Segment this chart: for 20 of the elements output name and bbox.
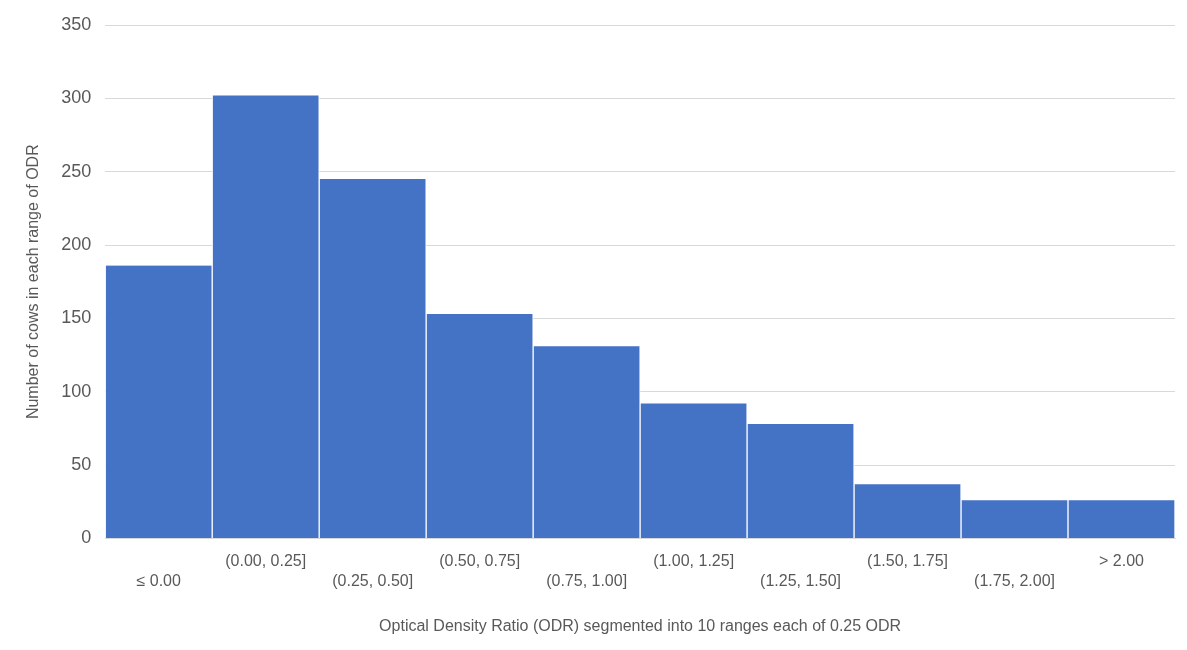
y-tick-label: 200 xyxy=(61,234,92,254)
y-tick-label: 50 xyxy=(71,454,92,475)
y-axis-title: Number of cows in each range of ODR xyxy=(24,144,42,420)
y-tick-label: 250 xyxy=(61,160,92,181)
x-axis-title: Optical Density Ratio (ODR) segmented into 10 ranges each of 0.25 ODR xyxy=(379,616,902,634)
x-tick-label: (0.75, 1.00] xyxy=(546,571,628,589)
x-tick-label: (1.00, 1.25] xyxy=(653,552,735,570)
x-tick-label: (1.50, 1.75] xyxy=(867,552,949,570)
x-tick-label: (1.75, 2.00] xyxy=(974,571,1056,589)
x-tick-label: (1.25, 1.50] xyxy=(760,571,842,589)
x-tick-label: > 2.00 xyxy=(1099,552,1145,570)
x-tick-label: (0.25, 0.50] xyxy=(332,571,414,589)
y-tick-label: 300 xyxy=(61,87,92,108)
y-tick-label: 100 xyxy=(61,380,92,401)
y-tick-label: 0 xyxy=(81,527,92,548)
y-tick-label: 150 xyxy=(61,307,92,328)
x-tick-label: ≤ 0.00 xyxy=(136,571,181,589)
y-tick-label: 350 xyxy=(61,13,92,34)
x-tick-label: (0.00, 0.25] xyxy=(225,552,307,570)
x-tick-label: (0.50, 0.75] xyxy=(439,552,521,570)
